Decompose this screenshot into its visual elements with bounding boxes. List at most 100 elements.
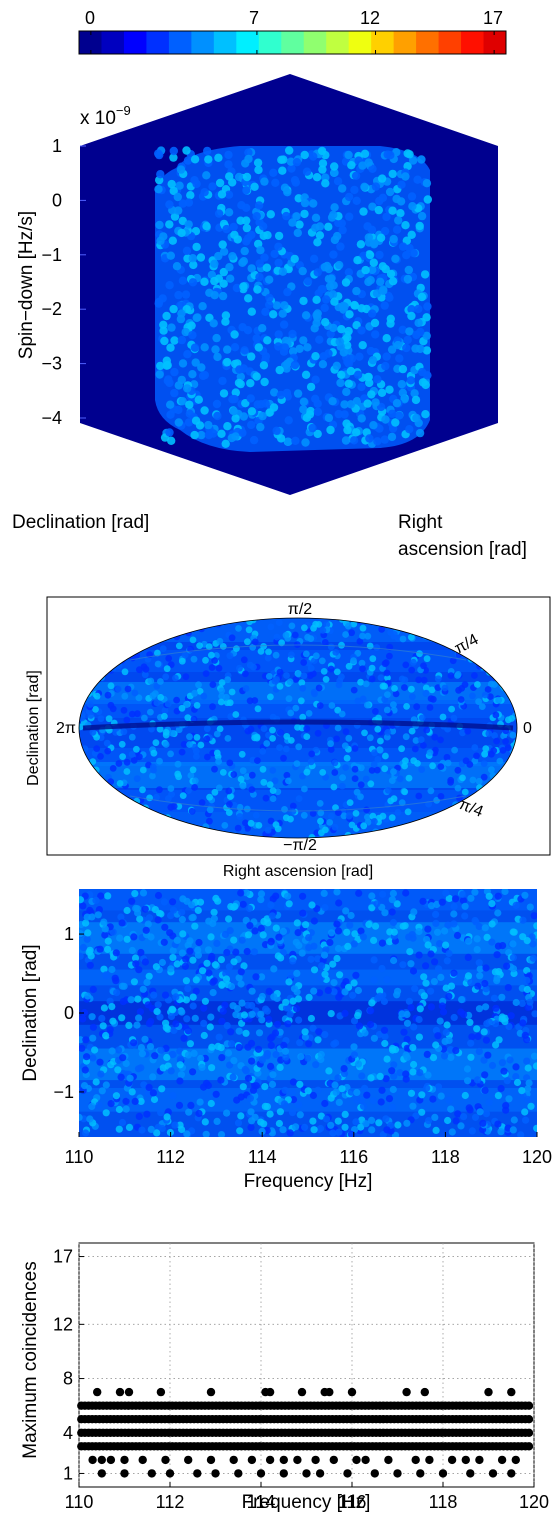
p3-point bbox=[240, 1011, 248, 1019]
3d-point bbox=[221, 311, 231, 320]
p3-point bbox=[102, 1109, 110, 1117]
3d-point bbox=[329, 250, 338, 259]
3d-point bbox=[239, 282, 248, 291]
3d-point bbox=[213, 411, 222, 421]
p3-point bbox=[315, 989, 324, 997]
sky-point bbox=[287, 737, 295, 744]
3d-point bbox=[231, 414, 240, 423]
sky-point bbox=[429, 762, 436, 770]
p3-point bbox=[133, 1021, 141, 1029]
3d-point bbox=[405, 327, 414, 336]
sky-point bbox=[260, 643, 267, 650]
p3-point bbox=[357, 1123, 365, 1131]
3d-point bbox=[312, 310, 321, 320]
3d-point bbox=[338, 184, 347, 193]
3d-point bbox=[274, 330, 283, 339]
3d-point bbox=[247, 264, 256, 273]
sky-point bbox=[407, 633, 415, 641]
p3-point bbox=[503, 962, 511, 970]
sky-point bbox=[339, 774, 346, 781]
3d-point bbox=[155, 370, 164, 379]
sky-point bbox=[416, 650, 423, 658]
3d-point bbox=[300, 209, 309, 219]
p3-point bbox=[411, 985, 419, 993]
p3-point bbox=[325, 1067, 333, 1075]
sky-point bbox=[348, 629, 355, 637]
3d-point bbox=[188, 330, 197, 340]
3d-point bbox=[225, 263, 234, 272]
3d-point bbox=[291, 178, 300, 187]
p3-point bbox=[350, 1017, 359, 1025]
3d-point bbox=[212, 333, 221, 343]
sky-point bbox=[447, 672, 455, 679]
p3-point bbox=[454, 1110, 462, 1118]
p3-point bbox=[132, 960, 140, 968]
p3-point bbox=[118, 1014, 126, 1022]
p4-point bbox=[124, 1387, 134, 1397]
p3-point bbox=[137, 948, 145, 957]
p3-point bbox=[259, 931, 267, 939]
p4-point bbox=[416, 1469, 425, 1478]
3d-point bbox=[178, 276, 188, 285]
p3-point bbox=[178, 915, 186, 924]
p3-point bbox=[257, 896, 265, 904]
sky-point bbox=[312, 652, 320, 660]
p3-point bbox=[245, 904, 254, 913]
p3-point bbox=[98, 1087, 106, 1095]
p3-point bbox=[533, 1124, 537, 1132]
3d-point bbox=[170, 336, 179, 345]
p3-point bbox=[95, 1101, 103, 1109]
sky-point bbox=[215, 758, 223, 765]
p3-point bbox=[112, 977, 120, 985]
p4-y-tick-label: 12 bbox=[53, 1314, 73, 1334]
p3-xlabel: Frequency [Hz] bbox=[244, 1171, 373, 1192]
sky-point bbox=[167, 803, 175, 811]
sky-point bbox=[173, 696, 181, 704]
p3-point bbox=[115, 1105, 123, 1114]
sky-point bbox=[130, 756, 138, 764]
3d-point bbox=[344, 268, 354, 277]
p3-point bbox=[122, 1105, 130, 1113]
sky-point bbox=[332, 649, 340, 656]
3d-point bbox=[242, 223, 252, 233]
3d-point bbox=[218, 376, 227, 386]
p3-point bbox=[91, 1046, 99, 1054]
3d-point bbox=[301, 311, 311, 320]
p3-point bbox=[464, 953, 472, 962]
p3-point bbox=[282, 998, 290, 1006]
sky-point bbox=[415, 676, 423, 684]
sky-point bbox=[401, 676, 409, 684]
sky-point bbox=[373, 644, 381, 651]
sky-point bbox=[432, 746, 439, 754]
sky-point bbox=[205, 643, 213, 650]
p3-point bbox=[125, 1021, 133, 1029]
p3-point bbox=[368, 1116, 376, 1124]
sky-point bbox=[259, 747, 267, 755]
sky-point bbox=[120, 728, 128, 736]
sky-point bbox=[269, 787, 277, 794]
sky-point bbox=[174, 760, 182, 768]
sky-point bbox=[128, 751, 136, 758]
3d-point bbox=[166, 400, 175, 409]
colorbar-cell bbox=[461, 31, 485, 54]
p3-point bbox=[473, 946, 481, 954]
sky-point bbox=[326, 819, 334, 826]
sky-point bbox=[242, 685, 250, 692]
p3-point bbox=[341, 1009, 349, 1018]
3d-point bbox=[183, 156, 193, 165]
sky-point bbox=[300, 672, 308, 680]
sky-point bbox=[303, 733, 311, 740]
p3-point bbox=[347, 1088, 355, 1096]
p4-x-ticks: 110 112 114 116 118 120 bbox=[65, 1482, 549, 1512]
p4-x-tick-label: 120 bbox=[519, 1492, 549, 1512]
p3-point bbox=[403, 1035, 411, 1043]
3d-point bbox=[311, 213, 321, 222]
p3-point bbox=[394, 1121, 402, 1129]
3d-point bbox=[364, 238, 374, 247]
3d-point bbox=[312, 295, 321, 304]
sky-point bbox=[216, 725, 224, 733]
p3-point bbox=[310, 966, 319, 974]
3d-point bbox=[210, 259, 219, 268]
p3-point bbox=[104, 892, 112, 900]
p3-point bbox=[327, 1010, 335, 1018]
